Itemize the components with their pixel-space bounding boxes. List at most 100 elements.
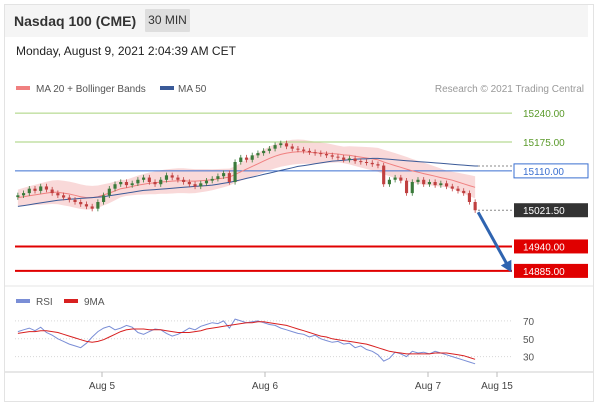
candle-body xyxy=(44,186,49,190)
ma50-legend-label: MA 50 xyxy=(178,84,207,95)
candle-body xyxy=(233,162,237,182)
candle-body xyxy=(33,188,37,191)
level-label: 15240.00 xyxy=(523,109,565,120)
candle-body xyxy=(22,193,26,196)
candle-body xyxy=(239,157,243,162)
rsi-legend-swatch xyxy=(16,299,30,303)
candle-body xyxy=(56,193,60,196)
level-label: 15021.50 xyxy=(523,206,565,217)
candle-body xyxy=(50,189,54,194)
candle-body xyxy=(256,153,260,156)
candle-body xyxy=(216,176,220,179)
rsi-tick-label: 70 xyxy=(523,317,535,328)
chart-header: Nasdaq 100 (CME) 30 MIN xyxy=(5,5,588,37)
candle-body xyxy=(336,156,340,158)
level-label: 15175.00 xyxy=(523,138,565,149)
candle-body xyxy=(204,180,209,184)
credit-text: Research © 2021 Trading Central xyxy=(435,84,584,95)
candle-body xyxy=(113,184,117,189)
candle-body xyxy=(416,179,420,182)
forecast-arrow-head xyxy=(500,259,512,273)
bollinger-band xyxy=(17,139,476,210)
level-tag xyxy=(514,263,588,278)
candle-body xyxy=(313,152,317,154)
candle-body xyxy=(107,188,111,196)
time-tick-label: Aug 5 xyxy=(89,381,116,392)
candle-body xyxy=(142,177,146,180)
candle-body xyxy=(284,143,289,147)
ma50-line xyxy=(17,157,478,207)
candle-body xyxy=(187,182,191,185)
candle-body xyxy=(399,177,403,181)
candle-body xyxy=(387,179,391,185)
candle-body xyxy=(290,146,294,149)
candle-body xyxy=(227,173,231,182)
candle-body xyxy=(364,162,369,163)
candle-body xyxy=(279,143,283,146)
candle-body xyxy=(62,195,66,198)
candle-body xyxy=(73,199,77,202)
candle-body xyxy=(473,202,477,211)
candle-body xyxy=(319,153,323,155)
candle-body xyxy=(79,202,83,205)
candle-body xyxy=(102,195,106,202)
candle-body xyxy=(250,155,254,160)
rsi-layer: 70 50 30 xyxy=(15,317,535,365)
candle-body xyxy=(296,148,300,150)
chart-datetime: Monday, August 9, 2021 2:04:39 AM CET xyxy=(16,44,236,58)
ma20-legend-swatch xyxy=(16,86,30,90)
candle-body xyxy=(267,148,271,151)
candle-body xyxy=(124,182,129,186)
candle-body xyxy=(456,188,460,191)
time-axis: Aug 5 Aug 6 Aug 7 Aug 15 xyxy=(89,372,513,392)
candle-body xyxy=(382,165,386,185)
candle-body xyxy=(422,179,426,185)
candle-body xyxy=(159,179,163,185)
candle-body xyxy=(467,193,471,202)
candle-body xyxy=(210,178,214,181)
rsi-ma-legend-label: 9MA xyxy=(84,297,105,308)
rsi-legend-label: RSI xyxy=(36,297,53,308)
candle-body xyxy=(307,150,311,153)
candle-body xyxy=(273,145,277,149)
candle-body xyxy=(96,202,100,209)
rsi-tick-label: 30 xyxy=(523,353,535,364)
candle-body xyxy=(39,186,43,191)
candle-body xyxy=(347,158,351,160)
time-tick-label: Aug 7 xyxy=(415,381,442,392)
price-layer: 15240.00 15175.00 15110.00 15021.50 14940.00… xyxy=(15,109,589,278)
candle-body xyxy=(147,177,151,182)
ma50-legend-swatch xyxy=(160,86,174,90)
candle-body xyxy=(136,179,140,184)
timeframe-button[interactable]: 30 MIN xyxy=(145,9,190,32)
level-tag xyxy=(514,203,588,218)
level-label: 14940.00 xyxy=(523,242,565,253)
candle-body xyxy=(193,184,197,187)
candle-body xyxy=(119,182,123,185)
level-label: 14885.00 xyxy=(523,267,565,278)
candle-body xyxy=(330,155,334,157)
candle-body xyxy=(302,149,306,151)
candle-body xyxy=(450,186,454,189)
candle-body xyxy=(444,183,449,187)
level-tag xyxy=(513,163,589,179)
candle-body xyxy=(462,190,466,194)
candle-body xyxy=(353,158,357,162)
chart-frame xyxy=(4,4,594,402)
candle-body xyxy=(16,195,20,198)
chart-title: Nasdaq 100 (CME) xyxy=(14,13,137,29)
candle-body xyxy=(170,175,174,178)
rsi-tick-label: 50 xyxy=(523,335,535,346)
candle-body xyxy=(244,157,249,160)
ma20-legend-label: MA 20 + Bollinger Bands xyxy=(36,84,146,95)
candle-body xyxy=(410,182,414,194)
rsi-ma-line xyxy=(17,321,476,360)
rsi-ma-legend-swatch xyxy=(64,299,78,303)
candle-body xyxy=(67,197,71,200)
candle-body xyxy=(342,157,346,160)
candle-body xyxy=(359,161,363,163)
candle-body xyxy=(164,175,169,180)
candle-body xyxy=(90,206,94,209)
level-label: 15110.00 xyxy=(523,167,564,178)
